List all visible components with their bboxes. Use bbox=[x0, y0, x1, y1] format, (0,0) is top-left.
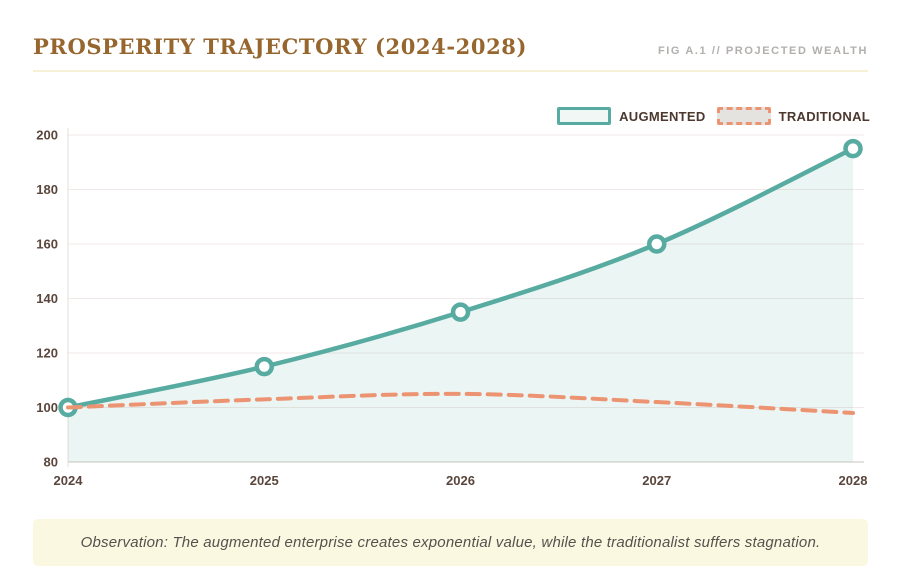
y-axis-label: 160 bbox=[36, 237, 58, 252]
data-point-marker bbox=[843, 138, 863, 159]
x-axis-label: 2027 bbox=[642, 473, 671, 488]
data-point-marker bbox=[647, 234, 667, 254]
x-axis-label: 2026 bbox=[446, 473, 475, 488]
observation-callout: Observation: The augmented enterprise cr… bbox=[33, 519, 868, 566]
y-axis-label: 100 bbox=[36, 400, 58, 415]
legend-item-traditional[interactable]: TRADITIONAL bbox=[716, 107, 870, 125]
legend-item-augmented[interactable]: AUGMENTED bbox=[557, 107, 705, 125]
y-axis-label: 180 bbox=[36, 182, 58, 197]
y-axis-label: 200 bbox=[36, 128, 58, 143]
y-axis-label: 80 bbox=[44, 455, 58, 470]
observation-text: Observation: The augmented enterprise cr… bbox=[80, 534, 821, 551]
y-axis-label: 140 bbox=[36, 291, 58, 306]
traditional-line bbox=[66, 391, 855, 415]
x-axis-label: 2025 bbox=[250, 473, 279, 488]
line-chart: 80 100 120 140 160 180 200 2024 2025 2026 2027 2028 bbox=[0, 95, 897, 515]
x-axis-label: 2024 bbox=[54, 473, 84, 488]
chart-header: PROSPERITY TRAJECTORY (2024-2028) FIG A.… bbox=[33, 0, 868, 72]
data-point-marker bbox=[450, 302, 471, 322]
data-point-marker bbox=[254, 356, 274, 377]
traditional-swatch-icon bbox=[716, 107, 771, 125]
y-axis-label: 120 bbox=[36, 346, 58, 361]
legend-label: AUGMENTED bbox=[619, 108, 706, 124]
figure-label: FIG A.1 // PROJECTED WEALTH bbox=[657, 45, 868, 57]
augmented-swatch-icon bbox=[557, 107, 612, 125]
augmented-area bbox=[68, 148, 853, 462]
legend-label: TRADITIONAL bbox=[778, 108, 870, 124]
chart-canvas: 80 100 120 140 160 180 200 2024 2025 2026 2027 2028 bbox=[36, 128, 868, 489]
x-axis-label: 2028 bbox=[839, 473, 868, 488]
chart-legend: AUGMENTED TRADITIONAL bbox=[557, 107, 870, 125]
page-title: PROSPERITY TRAJECTORY (2024-2028) bbox=[33, 34, 528, 59]
